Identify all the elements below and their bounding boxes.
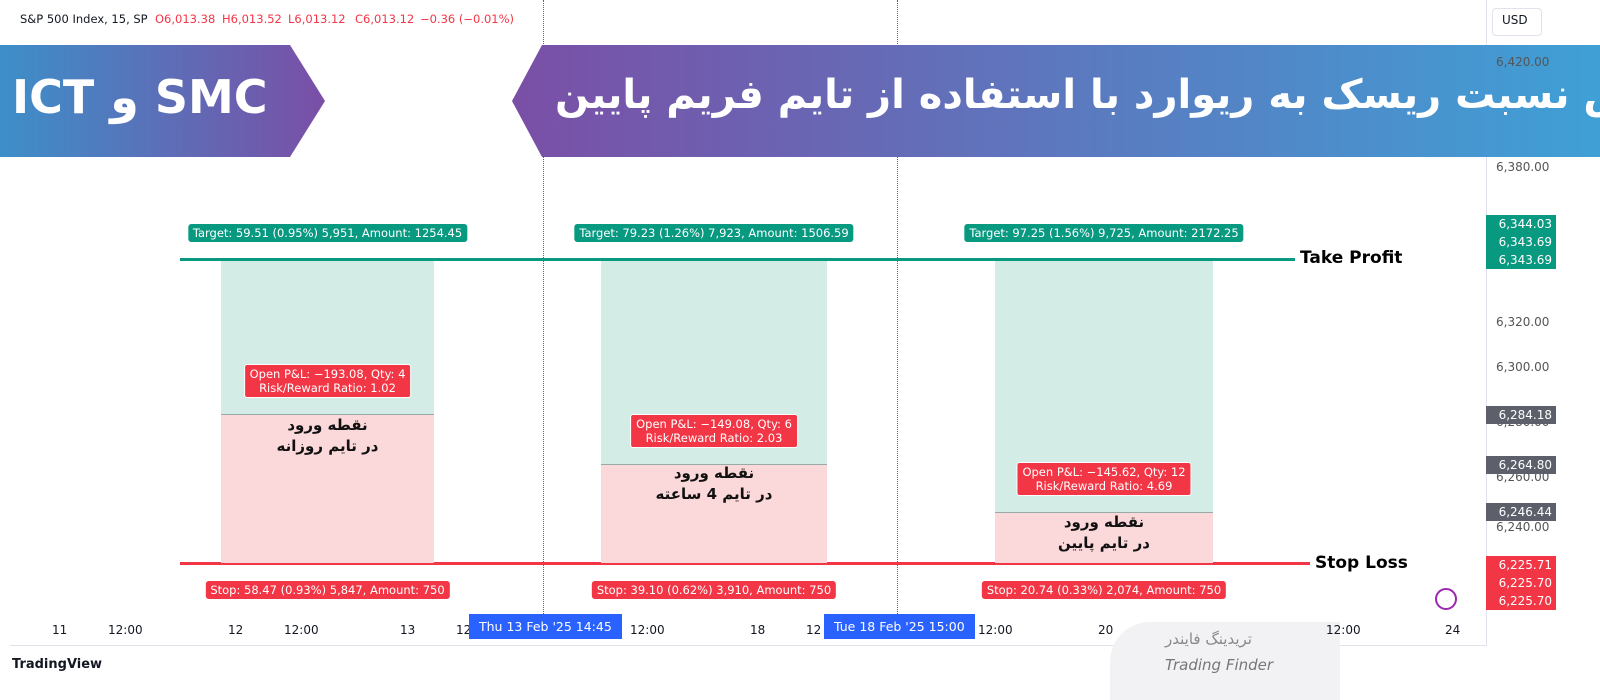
time-tick-label: 24 <box>1445 623 1461 637</box>
loss-zone <box>221 414 434 563</box>
pnl-label: Open P&L: −149.08, Qty: 6 Risk/Reward Rat… <box>630 414 798 448</box>
time-tick-label: 12 <box>228 623 244 637</box>
target-label: Target: 79.23 (1.26%) 7,923, Amount: 150… <box>574 224 854 242</box>
price-badge: 6,225.71 <box>1486 556 1556 574</box>
brand-logo: TradingView <box>12 657 103 672</box>
banner-left <box>0 45 325 157</box>
banner-title: افزایش نسبت ریسک به ریوارد با استفاده از… <box>555 72 1600 118</box>
time-tick-label: 12 <box>806 623 822 637</box>
watermark-text: تریدینگ فایندر <box>1165 630 1252 648</box>
crosshair-line <box>543 0 544 620</box>
price-tick-label: 6,320.00 <box>1496 315 1550 329</box>
time-tick-label: 11 <box>52 623 68 637</box>
legend-item: C6,013.12 <box>355 12 415 26</box>
price-badge: 6,225.70 <box>1486 574 1556 592</box>
legend-item: O6,013.38 <box>155 12 216 26</box>
banner-title: ICT و SMC <box>12 70 268 124</box>
entry-note: نقطه ورود در تایم 4 ساعته <box>656 463 773 505</box>
stop-loss-label: Stop Loss <box>1315 553 1408 573</box>
time-tick-label: 13 <box>400 623 416 637</box>
banner-right <box>512 45 1600 157</box>
price-tick-label: 6,300.00 <box>1496 360 1550 374</box>
price-badge: 6,264.80 <box>1486 456 1556 474</box>
time-tick-label: 12 <box>456 623 472 637</box>
target-label: Target: 59.51 (0.95%) 5,951, Amount: 125… <box>187 224 468 242</box>
loss-zone <box>995 512 1213 563</box>
stop-label: Stop: 20.74 (0.33%) 2,074, Amount: 750 <box>981 581 1227 599</box>
legend-item: −0.36 (−0.01%) <box>420 12 515 26</box>
time-tick-label: 12:00 <box>630 623 665 637</box>
price-badge: 6,343.69 <box>1486 233 1556 251</box>
entry-line: نقطه ورود <box>1063 513 1145 531</box>
pnl-line: Open P&L: −193.08, Qty: 4 <box>249 367 406 381</box>
time-tick-label: 12:00 <box>1326 623 1361 637</box>
price-badge: 6,284.18 <box>1486 406 1556 424</box>
legend-item: H6,013.52 <box>222 12 282 26</box>
legend-item: S&P 500 Index, 15, SP <box>20 12 148 26</box>
legend-item: L6,013.12 <box>288 12 346 26</box>
stop-loss-line <box>180 562 1310 565</box>
time-tick-label: 12:00 <box>284 623 319 637</box>
watermark-text: Trading Finder <box>1165 656 1274 674</box>
stop-label: Stop: 58.47 (0.93%) 5,847, Amount: 750 <box>205 581 450 599</box>
watermark-bg <box>1110 622 1340 700</box>
entry-note: نقطه ورود در تایم روزانه <box>277 415 379 457</box>
price-tick-label: 6,420.00 <box>1496 55 1550 69</box>
take-profit-label: Take Profit <box>1300 248 1403 268</box>
entry-line: در تایم پایین <box>1058 534 1150 552</box>
pnl-line: Risk/Reward Ratio: 4.69 <box>1035 479 1173 493</box>
pnl-label: Open P&L: −145.62, Qty: 12 Risk/Reward Ra… <box>1016 462 1192 496</box>
pnl-line: Open P&L: −145.62, Qty: 12 <box>1022 465 1186 479</box>
target-label: Target: 97.25 (1.56%) 9,725, Amount: 217… <box>964 224 1244 242</box>
time-tick-label: 12:00 <box>108 623 143 637</box>
time-tick-label: 12:00 <box>978 623 1013 637</box>
currency-label: USD <box>1502 13 1528 27</box>
price-badge: 6,344.03 <box>1486 215 1556 233</box>
loss-zone <box>601 464 827 563</box>
time-tick-label: 18 <box>750 623 766 637</box>
time-tick-label: 20 <box>1098 623 1114 637</box>
take-profit-line <box>180 258 1295 261</box>
pnl-line: Risk/Reward Ratio: 1.02 <box>259 381 396 395</box>
crosshair-line <box>897 0 898 620</box>
entry-line: در تایم 4 ساعته <box>655 485 773 503</box>
entry-line: در تایم روزانه <box>276 437 379 455</box>
price-tick-label: 6,240.00 <box>1496 520 1550 534</box>
currency-button[interactable] <box>1492 8 1542 36</box>
time-cursor: Tue 18 Feb '25 15:00 <box>824 614 975 639</box>
entry-note: نقطه ورود در تایم پایین <box>1058 512 1150 554</box>
pnl-label: Open P&L: −193.08, Qty: 4 Risk/Reward Rat… <box>243 364 412 398</box>
entry-line: نقطه ورود <box>287 416 368 434</box>
price-badge: 6,225.70 <box>1486 592 1556 610</box>
alert-icon[interactable] <box>1435 588 1457 610</box>
time-cursor: Thu 13 Feb '25 14:45 <box>469 614 622 639</box>
price-badge: 6,246.44 <box>1486 503 1556 521</box>
chart-pane <box>10 0 1487 646</box>
stop-label: Stop: 39.10 (0.62%) 3,910, Amount: 750 <box>591 581 837 599</box>
price-badge: 6,343.69 <box>1486 251 1556 269</box>
entry-line: نقطه ورود <box>673 464 755 482</box>
pnl-line: Risk/Reward Ratio: 2.03 <box>645 431 783 445</box>
price-tick-label: 6,380.00 <box>1496 160 1550 174</box>
pnl-line: Open P&L: −149.08, Qty: 6 <box>636 417 792 431</box>
